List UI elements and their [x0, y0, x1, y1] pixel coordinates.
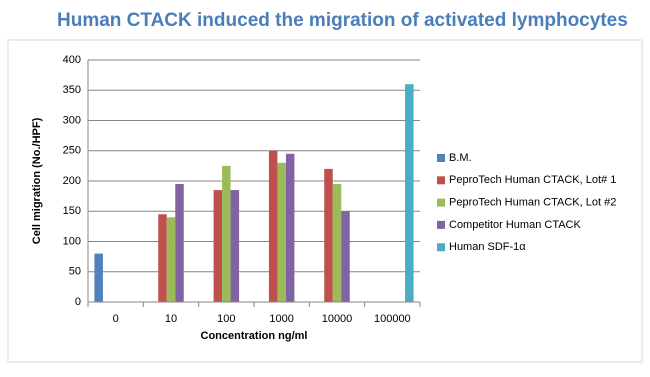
- y-tick-label: 350: [63, 84, 81, 96]
- legend-label: PeproTech Human CTACK, Lot# 1: [449, 174, 616, 186]
- x-tick-label: 100000: [374, 313, 411, 325]
- bar: [285, 153, 295, 302]
- y-tick-label: 250: [63, 145, 81, 157]
- y-tick-label: 200: [63, 175, 81, 187]
- y-tick-label: 400: [63, 54, 81, 66]
- bar: [213, 190, 223, 302]
- legend-swatch: [437, 154, 445, 162]
- y-tick-label: 100: [63, 235, 81, 247]
- bar: [405, 84, 414, 302]
- legend-swatch: [437, 198, 445, 207]
- y-tick-label: 300: [63, 114, 81, 126]
- bar: [332, 184, 342, 302]
- y-tick-label: 0: [75, 296, 81, 308]
- legend-swatch: [437, 220, 445, 229]
- bar: [158, 214, 167, 302]
- bar: [268, 150, 278, 302]
- x-tick-label: 100: [217, 313, 235, 325]
- chart-title: Human CTACK induced the migration of act…: [57, 10, 628, 31]
- x-axis-title: Concentration ng/ml: [201, 330, 308, 342]
- bar: [175, 184, 184, 302]
- y-axis-title: Cell migration (No./HPF): [31, 117, 43, 244]
- x-tick-label: 1000: [269, 313, 293, 325]
- chart-frame: [7, 39, 643, 363]
- legend-swatch: [437, 243, 445, 252]
- bar: [94, 253, 103, 302]
- x-tick-label: 0: [113, 313, 119, 325]
- bar: [341, 211, 350, 302]
- bar: [277, 162, 286, 302]
- legend-swatch: [437, 176, 445, 185]
- y-tick-label: 150: [63, 205, 81, 217]
- legend-label: B.M.: [449, 152, 472, 164]
- legend-label: Competitor Human CTACK: [449, 219, 581, 231]
- y-tick-label: 50: [69, 266, 81, 278]
- bar: [230, 190, 240, 302]
- x-tick-label: 10: [165, 313, 177, 325]
- bar: [222, 165, 231, 302]
- bar: [324, 168, 333, 302]
- legend-label: Human SDF-1α: [449, 241, 526, 253]
- x-tick-label: 10000: [322, 313, 353, 325]
- legend-label: PeproTech Human CTACK, Lot #2: [449, 197, 616, 209]
- bar: [166, 217, 176, 302]
